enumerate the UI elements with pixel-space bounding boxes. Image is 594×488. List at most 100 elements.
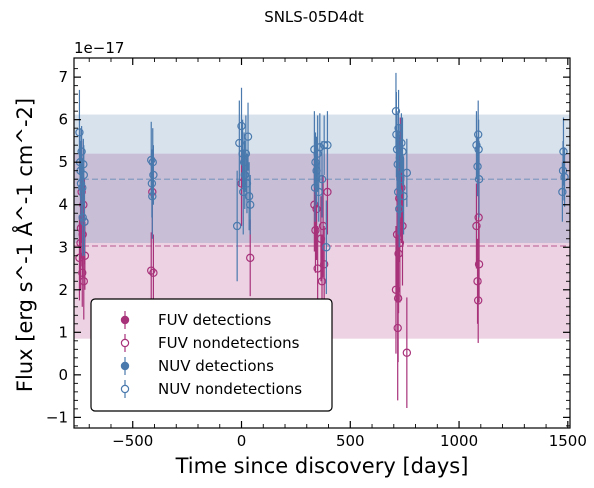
- point-marker: [323, 140, 332, 150]
- nuv-nondetections-point: [149, 145, 158, 205]
- point-marker: [398, 147, 407, 156]
- nuv-nondetections-point: [78, 179, 87, 256]
- point-marker: [75, 128, 84, 137]
- x-tick-label: 1500: [549, 432, 587, 450]
- point-marker: [148, 157, 157, 167]
- nuv-nondetections-point: [237, 87, 246, 165]
- point-marker: [317, 277, 327, 286]
- point-marker: [312, 204, 321, 214]
- nuv-nondetections-point: [147, 121, 156, 199]
- point-marker: [474, 175, 484, 184]
- point-marker: [77, 147, 86, 156]
- point-marker: [317, 175, 327, 184]
- legend-label: FUV nondetections: [158, 334, 300, 352]
- nuv-nondetections-point: [77, 126, 86, 178]
- y-tick-label: −1: [46, 408, 68, 426]
- chart-title: SNLS-05D4dt: [264, 8, 364, 26]
- point-marker: [240, 170, 249, 180]
- point-marker: [79, 277, 88, 286]
- point-marker: [244, 192, 254, 201]
- point-marker: [558, 187, 567, 197]
- legend-marker: [120, 338, 130, 348]
- nuv-nondetections-point: [76, 145, 86, 222]
- nuv-nondetections-point: [402, 138, 412, 207]
- x-tick-label: 0: [237, 432, 247, 450]
- legend-item: NUV detections: [120, 357, 274, 375]
- point-marker: [149, 268, 158, 277]
- point-marker: [474, 260, 484, 269]
- nuv-nondetections-point: [244, 162, 254, 231]
- plot-frame: [73, 57, 571, 429]
- legend-item: FUV detections: [120, 311, 271, 329]
- fuv-nondetections-point: [147, 232, 156, 309]
- nuv-nondetections-point: [315, 113, 325, 182]
- point-marker: [323, 187, 332, 197]
- legend-marker: [120, 361, 130, 371]
- y-offset-text: 1e−17: [74, 39, 124, 57]
- nuv-nondetections-point: [80, 187, 89, 256]
- fuv-nondetections-point: [473, 257, 483, 343]
- point-marker: [402, 168, 412, 178]
- point-marker: [232, 221, 242, 231]
- legend-item: FUV nondetections: [120, 334, 300, 352]
- legend-label: FUV detections: [158, 311, 271, 329]
- point-marker: [319, 260, 329, 269]
- nuv-nondetections-point: [473, 136, 482, 197]
- point-marker: [147, 266, 156, 275]
- point-marker: [559, 147, 568, 156]
- point-marker: [77, 187, 86, 197]
- x-tick-label: 1000: [440, 432, 478, 450]
- point-marker: [397, 138, 406, 148]
- x-tick-label: −500: [112, 432, 153, 450]
- x-axis-label: Time since discovery [days]: [175, 454, 469, 478]
- fuv-nondetections-point: [402, 297, 412, 409]
- nuv-nondetections-point: [474, 140, 484, 218]
- nuv-nondetections-point: [148, 128, 157, 197]
- nuv-nondetections-point: [243, 102, 253, 171]
- point-marker: [237, 121, 246, 131]
- legend: FUV detections FUV nondetections NUV detec…: [90, 298, 333, 412]
- nuv-nondetections-point: [323, 111, 332, 180]
- nuv-nondetections-point: [241, 115, 251, 192]
- point-marker: [76, 179, 86, 188]
- legend-label: NUV detections: [158, 357, 274, 375]
- x-tick-label: 500: [336, 432, 365, 450]
- point-marker: [147, 155, 156, 165]
- point-marker: [246, 253, 255, 263]
- y-tick-label: 2: [58, 281, 68, 299]
- nuv-nondetections-point: [322, 200, 331, 295]
- point-marker: [560, 172, 569, 182]
- fuv-nondetections-point: [474, 225, 484, 303]
- legend-label: NUV nondetections: [158, 380, 302, 398]
- nuv-nondetections-point: [559, 117, 568, 186]
- nuv-nondetections-point: [398, 117, 407, 186]
- point-marker: [395, 238, 405, 248]
- point-marker: [473, 296, 483, 305]
- point-marker: [311, 226, 320, 235]
- nuv-nondetections-point: [395, 170, 404, 248]
- nuv-nondetections-point: [232, 170, 242, 282]
- point-marker: [149, 170, 158, 180]
- point-marker: [79, 170, 88, 180]
- legend-box: [90, 298, 333, 412]
- nuv-nondetections-point: [246, 174, 255, 235]
- y-tick-label: 3: [58, 238, 68, 256]
- axis-ticks: −500 0 500 1000 1500 −1 0 1 2 3 4 5 6 7: [46, 58, 587, 450]
- legend-marker: [120, 384, 130, 394]
- fuv-nondetections-point: [472, 183, 481, 269]
- point-marker: [78, 213, 87, 222]
- nuv-nondetections-point: [75, 89, 84, 175]
- point-marker: [393, 187, 403, 197]
- y-tick-label: 4: [58, 196, 68, 214]
- point-marker: [315, 143, 325, 152]
- y-tick-label: 1: [58, 323, 68, 341]
- nuv-nondetections-point: [79, 145, 88, 205]
- point-marker: [243, 132, 253, 141]
- y-tick-label: 5: [58, 153, 68, 171]
- fuv-nondetections-point: [149, 234, 158, 312]
- point-marker: [472, 140, 481, 150]
- fuv-nondetections-point: [79, 243, 88, 320]
- legend-marker: [120, 315, 130, 325]
- nuv-nondetections-point: [558, 162, 567, 222]
- point-marker: [246, 200, 255, 209]
